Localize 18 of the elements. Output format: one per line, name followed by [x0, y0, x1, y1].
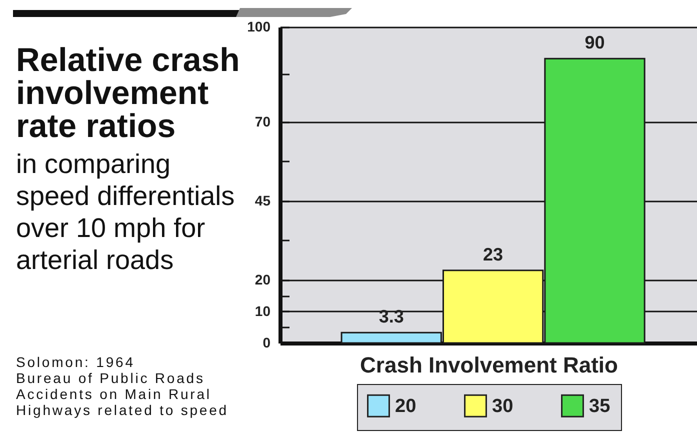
data-label: 23: [483, 244, 504, 264]
text: Accidents on Main Rural Highways related to speed: [16, 386, 228, 418]
y-tick-label: 70: [254, 113, 271, 130]
y-tick-label: 0: [262, 334, 271, 350]
data-label: 3.3: [378, 306, 404, 327]
text: Bureau of Public Roads: [16, 370, 206, 386]
y-tick-label: 20: [254, 271, 271, 288]
y-tick-label: 10: [254, 302, 271, 319]
x-axis-title: Crash Involvement Ratio: [360, 352, 618, 378]
legend-label: 35: [589, 396, 611, 417]
data-label: 90: [584, 32, 605, 53]
legend-label: 20: [395, 396, 416, 417]
y-tick-label: 45: [254, 192, 271, 208]
text: Solomon: 1964: [16, 354, 136, 370]
y-tick-label: 100: [247, 18, 271, 34]
text: in comparing speed differentials over 10 mph for arterial roads: [16, 148, 235, 276]
text: Relative crash involvement rate ratios: [16, 41, 240, 144]
legend-label: 30: [492, 396, 514, 417]
